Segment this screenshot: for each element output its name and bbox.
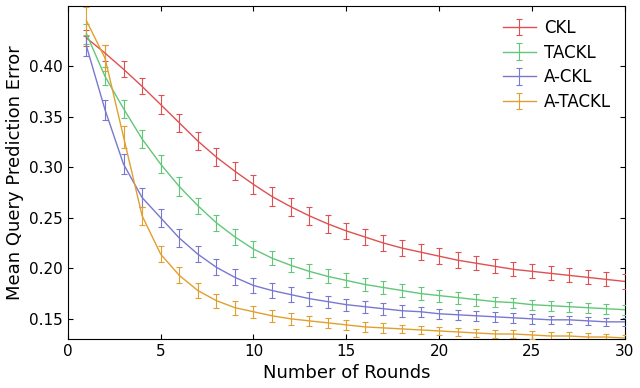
Legend: CKL, TACKL, A-CKL, A-TACKL: CKL, TACKL, A-CKL, A-TACKL: [498, 14, 616, 116]
X-axis label: Number of Rounds: Number of Rounds: [262, 364, 430, 383]
Y-axis label: Mean Query Prediction Error: Mean Query Prediction Error: [6, 45, 24, 300]
